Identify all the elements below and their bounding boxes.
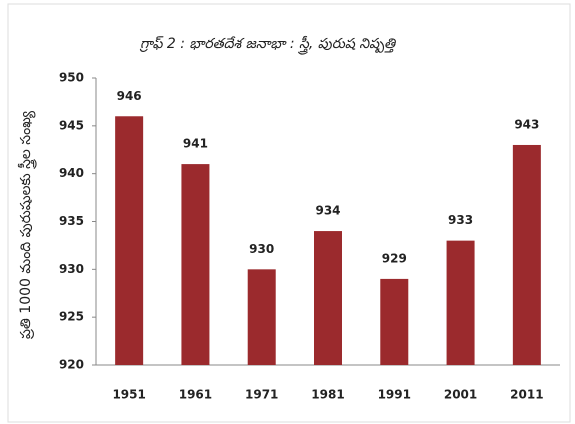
y-tick-label: 925 [59,310,84,324]
bar [380,278,409,365]
y-tick-label: 935 [59,214,84,228]
data-label: 929 [382,251,407,265]
bar [247,269,276,365]
bar [512,144,541,365]
x-tick-label: 1961 [179,388,212,402]
x-tick-label: 1991 [378,388,411,402]
x-tick-label: 1981 [311,388,344,402]
data-label: 930 [249,242,274,256]
y-tick-label: 940 [59,166,84,180]
bar [314,231,342,365]
x-tick-label: 2011 [510,388,543,402]
y-axis-label: ప్రతి 1000 మంది పురుషులకు స్త్రీల సంఖ్య [17,110,37,339]
bar [181,164,210,365]
data-label: 934 [315,204,340,218]
data-label: 933 [448,213,473,227]
data-label: 941 [183,137,208,151]
x-tick-label: 2001 [444,388,477,402]
x-tick-label: 1971 [245,388,278,402]
y-tick-label: 920 [59,358,84,372]
chart-title: గ్రాఫ్ 2 : భారతదేశ జనాభా : స్త్రీ, పురుష… [139,35,396,55]
y-tick-label: 930 [59,262,84,276]
y-tick-label: 945 [59,118,84,132]
y-tick-label: 950 [59,71,84,85]
frame [7,3,571,423]
data-label: 943 [514,117,539,131]
bar [115,116,144,366]
x-tick-label: 1951 [112,388,145,402]
bar [446,240,475,365]
data-label: 946 [117,89,142,103]
